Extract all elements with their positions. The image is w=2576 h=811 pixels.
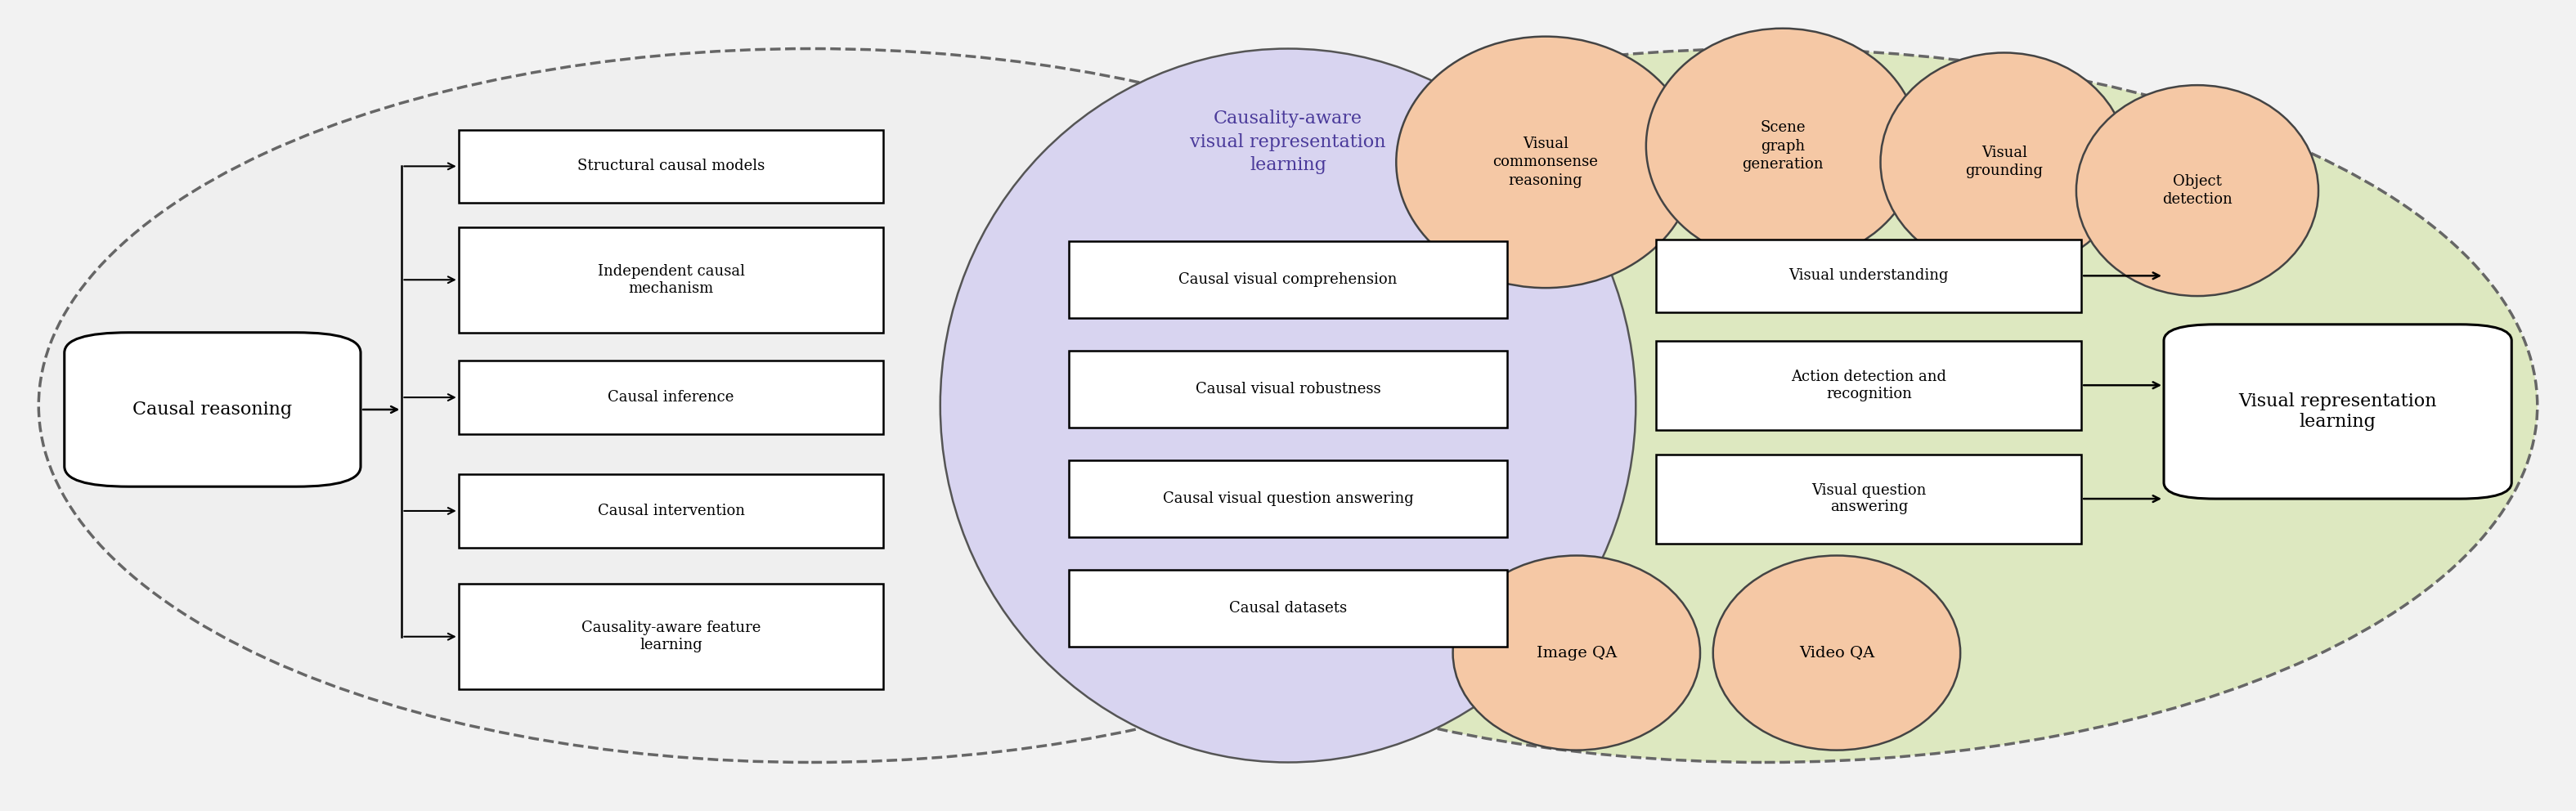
- Text: Visual
commonsense
reasoning: Visual commonsense reasoning: [1494, 137, 1597, 187]
- Text: Causal visual robustness: Causal visual robustness: [1195, 382, 1381, 397]
- Ellipse shape: [1453, 556, 1700, 750]
- FancyBboxPatch shape: [1656, 341, 2081, 430]
- FancyBboxPatch shape: [1069, 461, 1507, 537]
- Text: Independent causal
mechanism: Independent causal mechanism: [598, 264, 744, 296]
- Text: Object
detection: Object detection: [2161, 174, 2233, 207]
- Text: Causal visual comprehension: Causal visual comprehension: [1180, 272, 1396, 287]
- Text: Causal intervention: Causal intervention: [598, 504, 744, 518]
- Text: Causality-aware
visual representation
learning: Causality-aware visual representation le…: [1190, 109, 1386, 174]
- FancyBboxPatch shape: [1069, 350, 1507, 428]
- Text: Causal visual question answering: Causal visual question answering: [1162, 491, 1414, 506]
- FancyBboxPatch shape: [1069, 242, 1507, 319]
- Ellipse shape: [1646, 28, 1919, 264]
- Ellipse shape: [39, 49, 1584, 762]
- Text: Visual understanding: Visual understanding: [1788, 268, 1950, 283]
- Ellipse shape: [940, 49, 1636, 762]
- Text: Video QA: Video QA: [1798, 646, 1875, 660]
- Ellipse shape: [992, 49, 2537, 762]
- Text: Causal inference: Causal inference: [608, 390, 734, 405]
- FancyBboxPatch shape: [64, 333, 361, 487]
- Text: Scene
graph
generation: Scene graph generation: [1741, 121, 1824, 171]
- Text: Visual question
answering: Visual question answering: [1811, 483, 1927, 515]
- FancyBboxPatch shape: [1069, 569, 1507, 647]
- FancyBboxPatch shape: [459, 474, 884, 547]
- Text: Visual
grounding: Visual grounding: [1965, 146, 2043, 178]
- FancyBboxPatch shape: [2164, 324, 2512, 499]
- FancyBboxPatch shape: [1656, 454, 2081, 543]
- Text: Causal reasoning: Causal reasoning: [134, 401, 291, 418]
- Ellipse shape: [1880, 53, 2128, 272]
- Ellipse shape: [1396, 36, 1695, 288]
- Text: Image QA: Image QA: [1535, 646, 1618, 660]
- Text: Structural causal models: Structural causal models: [577, 159, 765, 174]
- Ellipse shape: [2076, 85, 2318, 296]
- Text: Visual representation
learning: Visual representation learning: [2239, 393, 2437, 431]
- FancyBboxPatch shape: [459, 130, 884, 203]
- Text: Action detection and
recognition: Action detection and recognition: [1790, 369, 1947, 401]
- FancyBboxPatch shape: [459, 584, 884, 689]
- FancyBboxPatch shape: [459, 361, 884, 434]
- Text: Causal datasets: Causal datasets: [1229, 601, 1347, 616]
- FancyBboxPatch shape: [459, 227, 884, 333]
- Ellipse shape: [1713, 556, 1960, 750]
- Text: Causality-aware feature
learning: Causality-aware feature learning: [582, 620, 760, 653]
- FancyBboxPatch shape: [1656, 239, 2081, 312]
